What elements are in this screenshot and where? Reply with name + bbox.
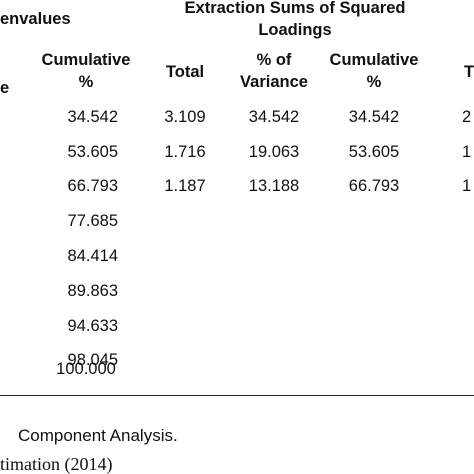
cell-cumulative: 66.793 <box>67 177 118 195</box>
cell-ext-total: 1.187 <box>164 177 206 195</box>
cell-cumulative: 84.414 <box>67 247 118 265</box>
cell-ext-cumulative: 53.605 <box>348 143 400 161</box>
table-bottom-rule <box>0 395 474 396</box>
cell-cumulative: 77.685 <box>67 212 118 230</box>
header-col-variance: % of <box>256 51 292 69</box>
cell-ext-total: 1.716 <box>164 143 206 161</box>
footnote-line2: timation (2014) <box>0 454 113 474</box>
cell-ext-cumulative: 66.793 <box>348 177 400 195</box>
cell-rot-total: 1 <box>462 177 472 195</box>
cell-cumulative: 34.542 <box>67 108 118 126</box>
cell-rot-total: 1 <box>462 143 472 161</box>
header-group-extraction-line1: Extraction Sums of Squared <box>184 0 406 17</box>
cell-ext-cumulative: 34.542 <box>348 108 400 126</box>
cell-ext-total: 3.109 <box>164 108 206 126</box>
footnote-line1: Component Analysis. <box>18 426 178 445</box>
header-group-eigenvalues: envalues <box>0 10 71 28</box>
header-col-e: e <box>0 79 10 97</box>
cell-cumulative: 98.045 <box>67 351 118 369</box>
header-group-extraction-line2: Loadings <box>258 21 332 39</box>
cell-cumulative: 89.863 <box>67 282 118 300</box>
header-col-cumulative-pct: % <box>78 73 94 91</box>
header-col-t: T <box>464 63 474 81</box>
cell-cumulative: 94.633 <box>67 317 118 335</box>
cell-ext-variance: 13.188 <box>248 177 300 195</box>
header-col-cumulative-2: Cumulative <box>329 51 419 69</box>
cell-rot-total: 2 <box>462 108 472 126</box>
header-col-cumulative: Cumulative <box>41 51 131 69</box>
header-col-cumulative-2-pct: % <box>366 73 382 91</box>
cell-cumulative-final: 100.000 <box>56 360 116 378</box>
cell-cumulative: 53.605 <box>67 143 118 161</box>
header-col-total: Total <box>165 63 205 81</box>
cell-ext-variance: 19.063 <box>248 143 300 161</box>
header-col-variance-line2: Variance <box>240 73 308 91</box>
cell-ext-variance: 34.542 <box>248 108 300 126</box>
